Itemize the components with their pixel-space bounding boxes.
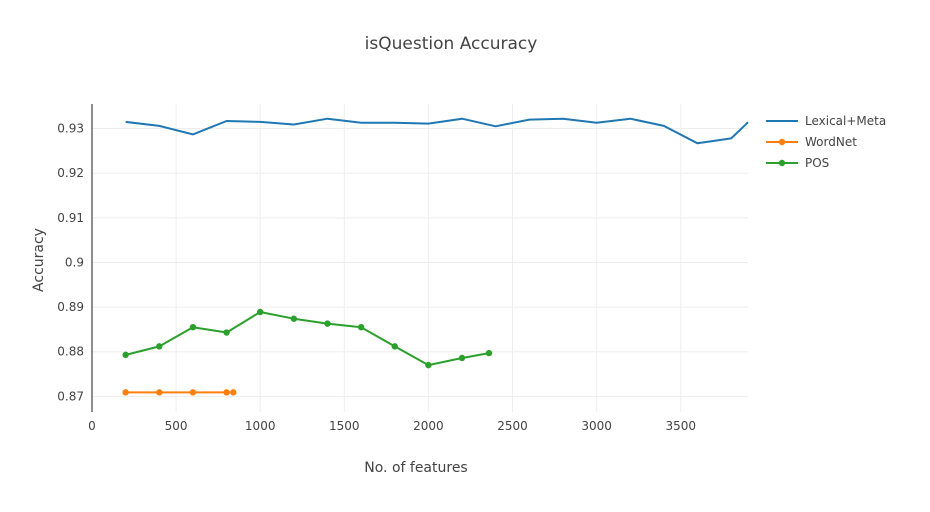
data-point — [257, 308, 264, 316]
x-tick-label: 2000 — [413, 419, 444, 433]
legend-label: POS — [805, 156, 829, 170]
data-point — [223, 389, 230, 396]
data-point — [189, 389, 197, 396]
series-lexical-meta — [125, 117, 749, 145]
x-tick-label: 1000 — [245, 419, 276, 433]
legend-label: WordNet — [805, 135, 857, 149]
x-tick-label: 3000 — [581, 419, 612, 433]
chart-title: isQuestion Accuracy — [365, 34, 538, 54]
data-point — [122, 389, 129, 396]
y-tick-label: 0.87 — [57, 389, 84, 403]
x-tick-label: 0 — [88, 419, 96, 433]
y-tick-label: 0.92 — [57, 166, 84, 180]
x-axis-title: No. of features — [364, 460, 467, 476]
x-tick-label: 500 — [165, 419, 188, 433]
x-tick-label: 1500 — [329, 419, 360, 433]
data-point — [230, 389, 237, 396]
x-tick-label: 2500 — [497, 419, 528, 433]
legend-swatch-marker — [778, 138, 786, 146]
data-point — [156, 389, 163, 396]
y-tick-label: 0.91 — [57, 211, 84, 225]
x-tick-label: 3500 — [665, 419, 696, 433]
data-point — [391, 343, 398, 350]
y-tick-label: 0.93 — [57, 122, 84, 136]
axes: 0 500 1000 1500 2000 2500 3000 3500 0.87 0.88 0.89… — [57, 104, 696, 433]
legend-item-wordnet[interactable]: WordNet — [766, 135, 857, 149]
data-point — [458, 354, 466, 362]
series-line — [125, 311, 490, 367]
data-point — [324, 320, 331, 327]
data-point — [425, 361, 432, 369]
series-wordnet — [122, 389, 237, 396]
grid — [92, 104, 748, 412]
data-point — [122, 351, 129, 359]
legend-label: Lexical+Meta — [805, 114, 886, 128]
y-tick-label: 0.88 — [57, 345, 84, 359]
data-point — [485, 349, 493, 357]
data-point — [223, 329, 230, 336]
data-point — [189, 323, 197, 331]
legend-item-pos[interactable]: POS — [766, 156, 829, 170]
data-point — [156, 343, 163, 350]
y-tick-label: 0.9 — [65, 255, 84, 269]
data-point — [290, 315, 298, 322]
legend-swatch-marker — [778, 159, 786, 167]
y-axis-title: Accuracy — [31, 228, 47, 292]
legend[interactable]: Lexical+Meta WordNet POS — [766, 114, 886, 170]
series-line — [125, 117, 749, 145]
series-layer — [122, 117, 749, 396]
y-tick-label: 0.89 — [57, 300, 84, 314]
legend-item-lexical-meta[interactable]: Lexical+Meta — [766, 114, 886, 128]
series-pos — [122, 308, 493, 369]
data-point — [357, 323, 365, 331]
